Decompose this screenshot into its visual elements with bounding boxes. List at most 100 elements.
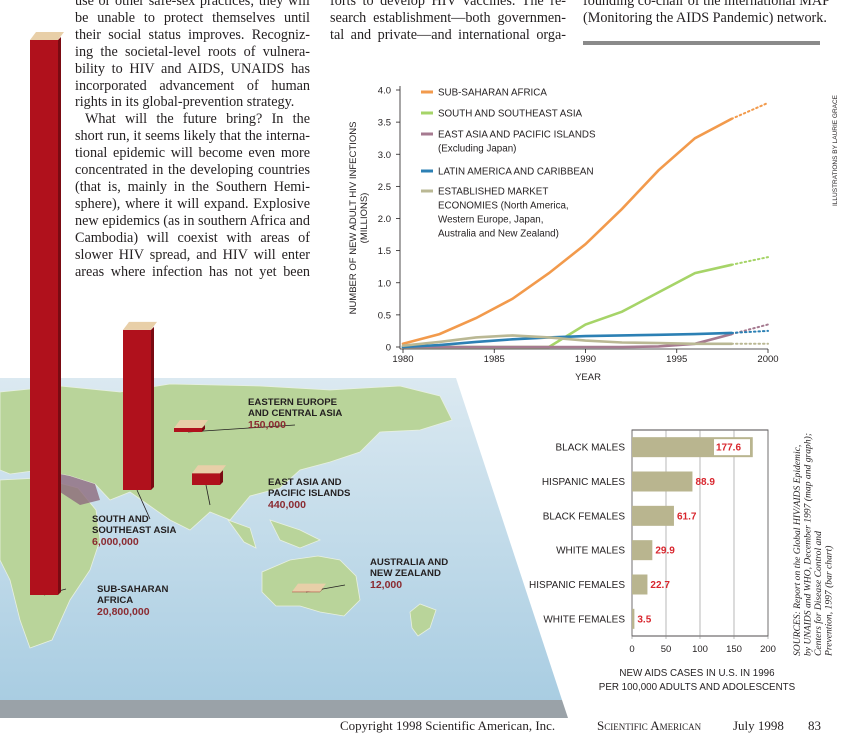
- region-value: 20,800,000: [97, 606, 150, 618]
- y-tick-label: 0: [386, 343, 391, 354]
- text-line: forts to develop HIV vaccines. The re-: [330, 0, 566, 9]
- text-line: What will the future bring? In the: [85, 111, 310, 128]
- leader-line: [205, 484, 211, 506]
- category-label: BLACK MALES: [556, 443, 626, 454]
- legend-label: ESTABLISHED MARKET: [438, 187, 548, 198]
- sources-line: Centers for Disease Control and: [813, 531, 824, 656]
- bar-top: [292, 583, 326, 592]
- category-label: BLACK FEMALES: [543, 511, 626, 522]
- text-line: (that is, mainly in the Southern Hemi-: [75, 178, 310, 195]
- legend-label: Australia and New Zealand): [438, 229, 559, 240]
- y-tick-label: 4.0: [378, 86, 391, 97]
- text-column: founding co-chair of the international M…: [583, 0, 831, 27]
- leader-line: [187, 424, 296, 433]
- bar-top: [192, 465, 226, 474]
- y-axis-label: (MILLIONS): [359, 193, 370, 244]
- x-axis-label: NEW AIDS CASES IN U.S. IN 1996: [619, 668, 775, 679]
- bar-side: [220, 470, 223, 485]
- bar: [192, 473, 220, 485]
- text-line: rights in its global-prevention strategy…: [75, 94, 295, 111]
- text-line: use or other safe-sex practices; they wi…: [75, 0, 310, 9]
- value-label: 3.5: [637, 614, 651, 625]
- region-label: AUSTRALIA AND: [370, 557, 448, 568]
- region-value: 12,000: [370, 579, 402, 591]
- text-line: tal and private—and international orga-: [330, 26, 566, 43]
- magazine-name: Scientific American: [597, 718, 702, 733]
- text-line: their social status improves. Recogniz-: [75, 26, 310, 43]
- credit: ILLUSTRATIONS BY LAURIE GRACE: [832, 94, 839, 206]
- text-line: slower HIV spread, and HIV will enter: [75, 246, 310, 263]
- region-label: PACIFIC ISLANDS: [268, 488, 351, 499]
- y-tick-label: 0.5: [378, 310, 391, 321]
- x-tick-label: 50: [661, 644, 672, 655]
- category-label: HISPANIC FEMALES: [529, 580, 625, 591]
- x-tick-label: 0: [629, 644, 634, 655]
- bar: [632, 608, 635, 629]
- legend-label: SUB-SAHARAN AFRICA: [438, 88, 547, 99]
- region-label: AND CENTRAL ASIA: [248, 408, 342, 419]
- bar-side: [202, 424, 205, 432]
- region-label: SOUTH AND: [92, 514, 149, 525]
- page-number: 83: [808, 718, 821, 733]
- text-line: (Monitoring the AIDS Pandemic) network.: [583, 9, 827, 26]
- sources-line: by UNAIDS and WHO, December 1997 (map an…: [803, 433, 814, 656]
- projection-line: [730, 256, 769, 266]
- category-label: WHITE FEMALES: [543, 614, 625, 625]
- projection-line: [730, 329, 769, 334]
- region-label: EASTERN EUROPE: [248, 397, 338, 408]
- bar: [632, 540, 653, 561]
- x-tick-label: 100: [692, 644, 708, 655]
- bar: [632, 505, 674, 526]
- region-value: 440,000: [268, 499, 306, 511]
- bar: [174, 427, 202, 432]
- bar: [632, 574, 648, 595]
- y-tick-label: 1.0: [378, 278, 391, 289]
- sources-line: SOURCES: Report on the Global HIV/AIDS E…: [792, 445, 803, 656]
- region-label: AFRICA: [97, 595, 133, 606]
- value-label: 177.6: [716, 443, 741, 454]
- text-line: ing the societal-level roots of vulnera-: [75, 43, 310, 60]
- y-tick-label: 3.0: [378, 150, 391, 161]
- x-axis-label: YEAR: [575, 372, 601, 383]
- bar-top: [30, 32, 64, 40]
- region-value: 6,000,000: [92, 536, 139, 548]
- region-label: SUB-SAHARAN: [97, 584, 168, 595]
- region-value: 150,000: [248, 419, 286, 431]
- copyright: Copyright 1998 Scientific American, Inc.: [340, 718, 556, 733]
- value-label: 88.9: [695, 477, 715, 488]
- x-tick-label: 1985: [484, 354, 505, 365]
- series-line: [401, 117, 733, 346]
- y-axis-label: NUMBER OF NEW ADULT HIV INFECTIONS: [348, 122, 359, 315]
- y-tick-label: 2.0: [378, 214, 391, 225]
- bar-side: [151, 326, 154, 490]
- text-line: bility to HIV and AIDS, UNAIDS has: [75, 60, 310, 77]
- region-label: NEW ZEALAND: [370, 568, 441, 579]
- x-tick-label: 1995: [666, 354, 687, 365]
- text-line: founding co-chair of the international M…: [583, 0, 831, 9]
- text-line: be unable to protect themselves until: [75, 9, 310, 26]
- bar-side: [58, 37, 61, 595]
- text-line: Cambodia) will coexist with areas of: [75, 229, 310, 246]
- bar: [30, 40, 58, 595]
- sources-line: Prevention, 1997 (bar chart): [824, 546, 835, 657]
- text-line: concentrated in the developing countries: [75, 162, 310, 179]
- region-label: SOUTHEAST ASIA: [92, 525, 176, 536]
- value-label: 22.7: [650, 580, 670, 591]
- x-tick-label: 150: [726, 644, 742, 655]
- legend-label: LATIN AMERICA AND CARIBBEAN: [438, 167, 594, 178]
- text-line: tional epidemic will become even more: [75, 145, 310, 162]
- bar: [123, 329, 151, 490]
- legend-label: SOUTH AND SOUTHEAST ASIA: [438, 109, 583, 120]
- projection-line: [730, 101, 769, 120]
- value-label: 29.9: [655, 546, 675, 557]
- bar-side: [320, 588, 323, 592]
- text-line: sphere), where it will expand. Explosive: [75, 195, 310, 212]
- category-label: WHITE MALES: [556, 546, 625, 557]
- category-label: HISPANIC MALES: [542, 477, 625, 488]
- series-line: [401, 331, 733, 349]
- legend-label: (Excluding Japan): [438, 144, 516, 155]
- value-label: 61.7: [677, 511, 697, 522]
- series-line: [401, 334, 733, 347]
